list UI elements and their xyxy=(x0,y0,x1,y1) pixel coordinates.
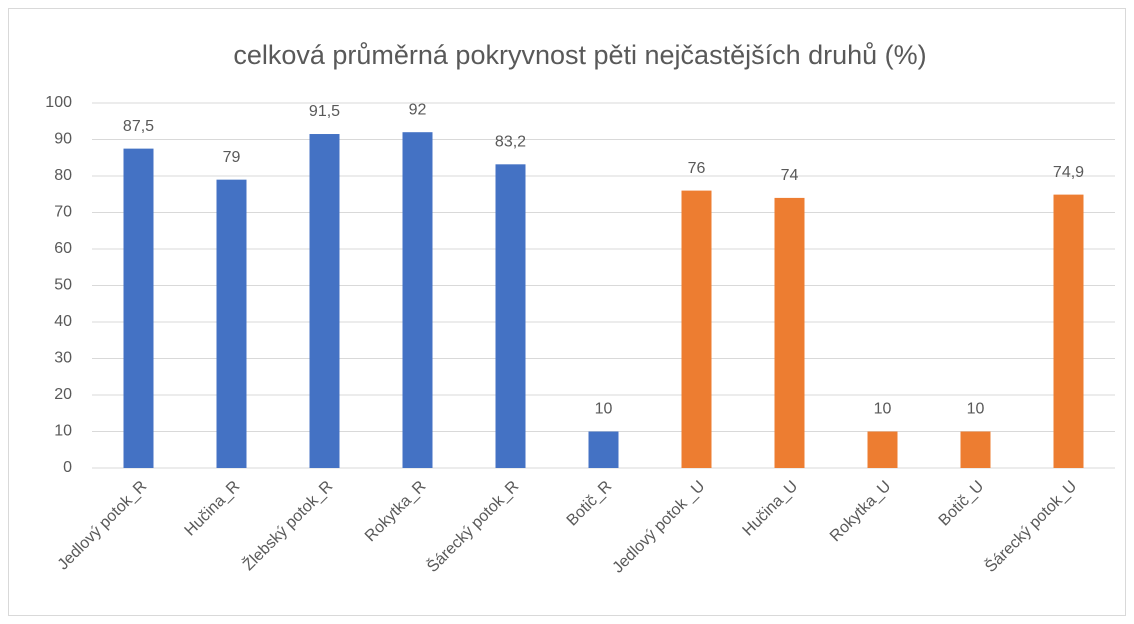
y-tick-label: 30 xyxy=(54,350,72,367)
data-label: 10 xyxy=(874,401,892,418)
bar xyxy=(588,431,619,468)
y-tick-label: 40 xyxy=(54,313,72,330)
data-label: 10 xyxy=(967,401,985,418)
y-tick-label: 90 xyxy=(54,131,72,148)
bar xyxy=(216,179,247,468)
data-label: 79 xyxy=(223,149,241,166)
bar xyxy=(309,134,340,468)
chart-title: celková průměrná pokryvnost pěti nejčast… xyxy=(233,40,926,70)
y-tick-label: 10 xyxy=(54,423,72,440)
bar xyxy=(495,164,526,468)
y-tick-label: 100 xyxy=(45,94,72,111)
data-label: 87,5 xyxy=(123,118,154,135)
bar xyxy=(867,431,898,468)
y-tick-label: 0 xyxy=(63,459,72,476)
bar xyxy=(123,148,154,468)
bar xyxy=(402,132,433,468)
data-label: 91,5 xyxy=(309,103,340,120)
bar xyxy=(681,190,712,468)
y-tick-label: 70 xyxy=(54,204,72,221)
data-label: 74 xyxy=(781,167,799,184)
data-label: 10 xyxy=(595,401,613,418)
data-label: 83,2 xyxy=(495,134,526,151)
y-tick-label: 80 xyxy=(54,167,72,184)
bar xyxy=(774,197,805,468)
data-label: 76 xyxy=(688,160,706,177)
bar xyxy=(1053,194,1084,469)
data-label: 74,9 xyxy=(1053,164,1084,181)
chart-border xyxy=(8,8,1126,616)
y-tick-label: 60 xyxy=(54,240,72,257)
y-tick-label: 20 xyxy=(54,386,72,403)
bar xyxy=(960,431,991,468)
data-label: 92 xyxy=(409,101,427,118)
y-tick-label: 50 xyxy=(54,277,72,294)
